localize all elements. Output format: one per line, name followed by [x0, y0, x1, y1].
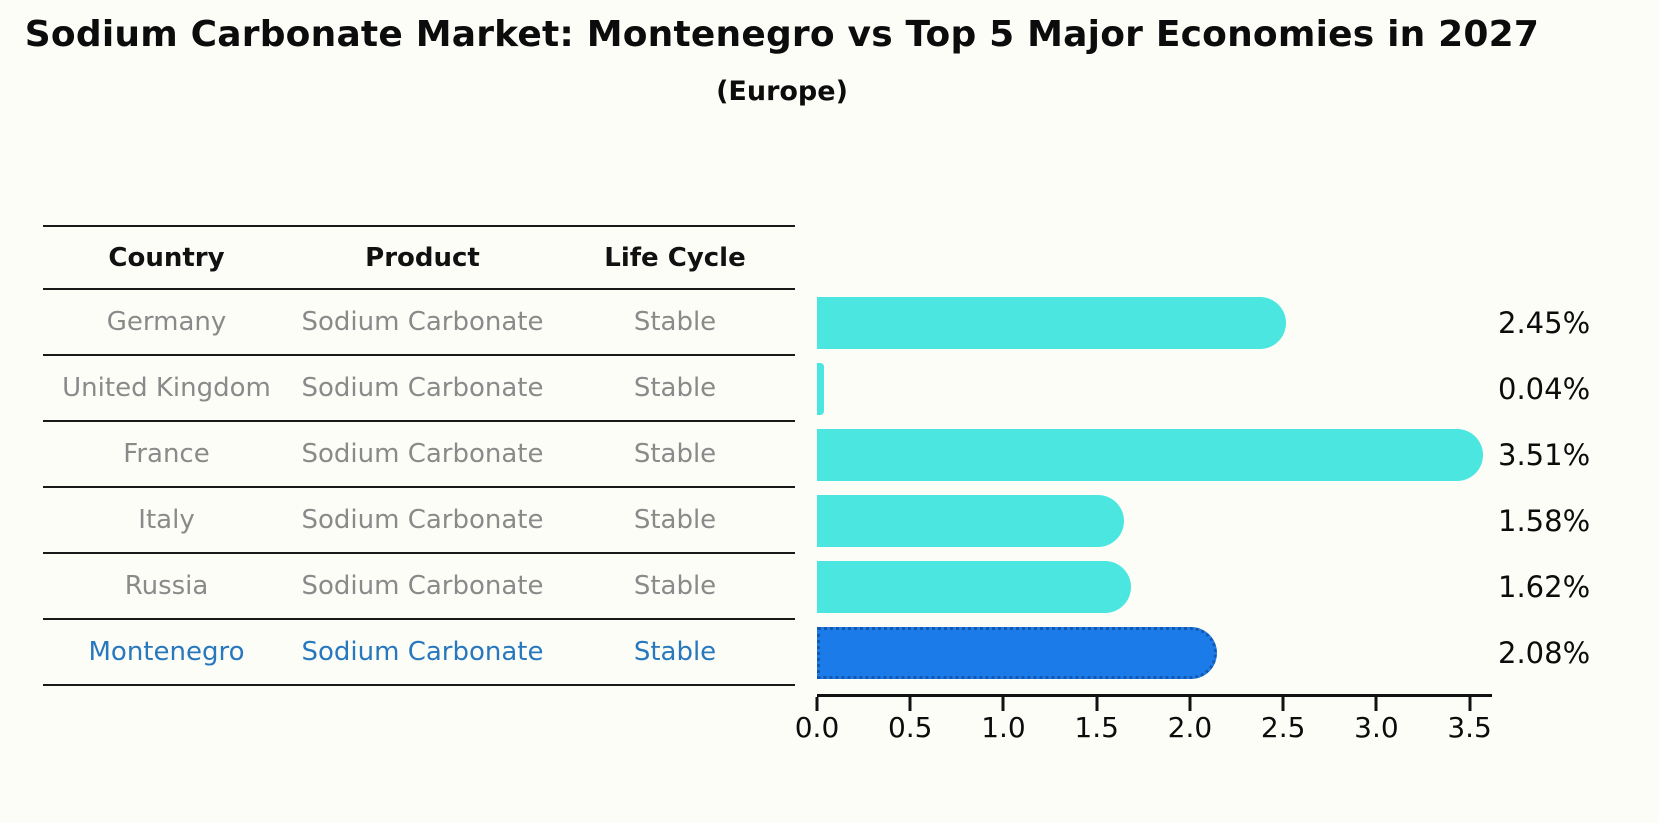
table-cell: Sodium Carbonate	[290, 421, 555, 488]
table-cell: Sodium Carbonate	[290, 553, 555, 620]
table-cell: Sodium Carbonate	[290, 487, 555, 554]
x-axis-tick-label: 2.0	[1167, 711, 1213, 744]
table-cell: Sodium Carbonate	[290, 289, 555, 356]
bar-france	[817, 429, 1484, 481]
table-cell: Stable	[555, 553, 795, 620]
table-cell: Stable	[555, 421, 795, 488]
table-cell: Stable	[555, 619, 795, 686]
table-header-country: Country	[43, 225, 290, 290]
bar-value-label-united-kingdom: 0.04%	[1498, 372, 1591, 406]
chart-subtitle: (Europe)	[716, 76, 848, 107]
bar-united-kingdom	[817, 363, 825, 415]
bar-montenegro	[817, 627, 1217, 679]
table-cell: United Kingdom	[43, 355, 290, 422]
table-cell: Stable	[555, 355, 795, 422]
table-header-product: Product	[290, 225, 555, 290]
table-row-united-kingdom: United Kingdom Sodium Carbonate Stable	[43, 355, 795, 422]
table-body: Germany Sodium Carbonate Stable United King…	[43, 289, 795, 686]
x-axis-tick-label: 0.5	[887, 711, 933, 744]
table-cell: Montenegro	[43, 619, 290, 686]
x-axis-tick-label: 1.5	[1074, 711, 1119, 744]
table-cell: Italy	[43, 487, 290, 554]
bar-germany	[817, 297, 1286, 349]
table-row-montenegro: Montenegro Sodium Carbonate Stable	[43, 619, 795, 686]
x-axis-tick-label: 0.0	[794, 711, 840, 744]
x-axis-tick	[1188, 697, 1192, 711]
bar-value-label-germany: 2.45%	[1498, 306, 1591, 340]
table-cell: France	[43, 421, 290, 488]
bar-value-label-france: 3.51%	[1498, 438, 1591, 472]
x-axis-tick-label: 3.5	[1447, 711, 1492, 744]
x-axis-tick	[1374, 697, 1378, 711]
x-axis-tick-label: 1.0	[981, 711, 1026, 744]
x-axis-tick	[1468, 697, 1472, 711]
x-axis-tick	[1001, 697, 1005, 711]
table-cell: Russia	[43, 553, 290, 620]
bar-value-label-russia: 1.62%	[1498, 570, 1591, 604]
bar-value-label-montenegro: 2.08%	[1498, 636, 1591, 670]
table-header-life-cycle: Life Cycle	[555, 225, 795, 290]
table-cell: Stable	[555, 289, 795, 356]
table-cell: Sodium Carbonate	[290, 355, 555, 422]
table-cell: Sodium Carbonate	[290, 619, 555, 686]
table-row-russia: Russia Sodium Carbonate Stable	[43, 553, 795, 620]
bar-value-label-italy: 1.58%	[1498, 504, 1591, 538]
bar-plot: 0.0 0.5 1.0 1.5 2.0 2.5 3.0 3.5	[795, 280, 1492, 744]
table-cell: Stable	[555, 487, 795, 554]
chart-title: Sodium Carbonate Market: Montenegro vs T…	[24, 14, 1540, 55]
table-row-germany: Germany Sodium Carbonate Stable	[43, 289, 795, 356]
table-header-row: Country Product Life Cycle	[43, 225, 795, 290]
table-cell: Germany	[43, 289, 290, 356]
x-axis-tick	[1281, 697, 1285, 711]
table-row-france: France Sodium Carbonate Stable	[43, 421, 795, 488]
x-axis-tick-label: 3.0	[1354, 711, 1399, 744]
table-row-italy: Italy Sodium Carbonate Stable	[43, 487, 795, 554]
bar-italy	[817, 495, 1124, 547]
x-axis-tick	[1095, 697, 1099, 711]
x-axis-tick	[815, 697, 819, 711]
x-axis-tick	[908, 697, 912, 711]
country-table: Country Product Life Cycle Germany Sodium…	[43, 225, 795, 686]
x-axis-tick-label: 2.5	[1260, 711, 1306, 744]
bar-russia	[817, 561, 1132, 613]
